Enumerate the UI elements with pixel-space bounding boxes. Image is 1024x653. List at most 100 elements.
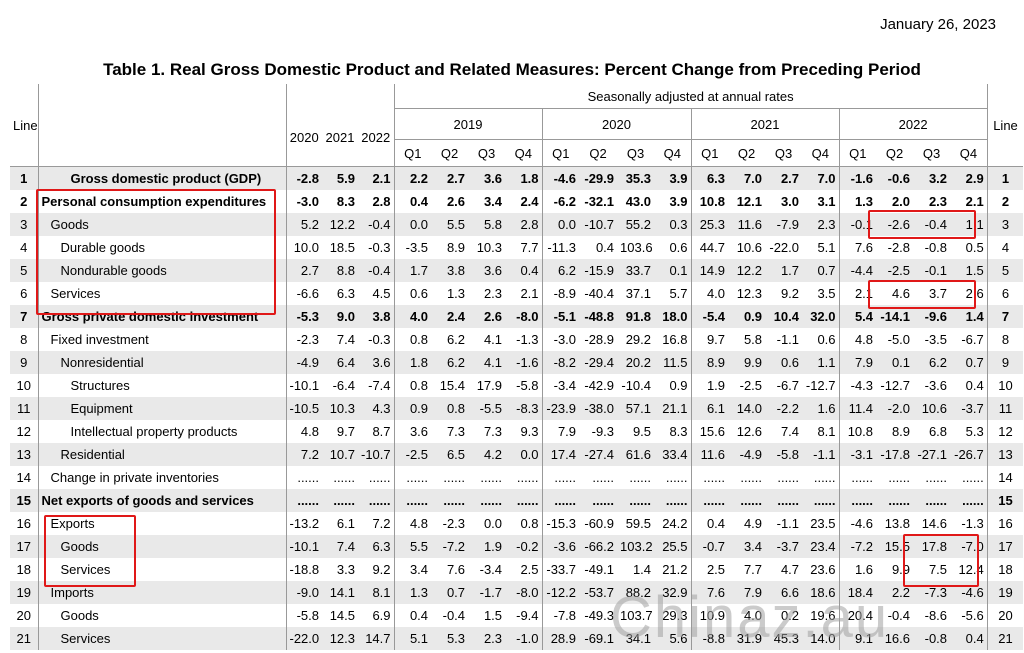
value-cell: -5.6: [961, 607, 984, 623]
value-cell: 33.7: [625, 262, 652, 278]
release-date: January 26, 2023: [880, 16, 996, 33]
value-cell: 12.4: [958, 561, 984, 577]
value-cell: 2.0: [891, 193, 911, 209]
line-number: 14: [16, 469, 31, 485]
value-cell: 2.5: [690, 557, 729, 581]
value-cell: -2.3: [442, 515, 466, 531]
value-cell: 0.6: [393, 281, 432, 305]
value-cell: 9.7: [690, 327, 729, 351]
value-cell: -15.3: [541, 511, 580, 535]
value-cell: 25.3: [690, 212, 729, 236]
value-cell: -8.2: [541, 350, 580, 374]
line-number-right: 2: [986, 189, 1024, 213]
value-cell: 103.7: [620, 607, 653, 623]
line-number-right: 1: [986, 166, 1024, 190]
value-cell: 0.8: [393, 373, 432, 397]
value-cell: 9.2: [372, 561, 391, 577]
value-cell: ......: [393, 465, 432, 489]
row-label: Services: [37, 281, 286, 305]
value-cell: 1.7: [780, 262, 800, 278]
value-cell: 0.6: [817, 331, 836, 347]
value-cell: 6.4: [336, 354, 355, 370]
value-cell: 12.3: [329, 630, 355, 646]
line-number-right: 10: [986, 373, 1024, 397]
quarter-header: Q2: [431, 139, 469, 167]
value-cell: 2.8: [372, 193, 391, 209]
table-row: 8 Fixed investment -2.3 7.4 -0.3 0.8 6.2 4.1 -1.…: [10, 327, 1024, 351]
value-cell: 7.2: [372, 515, 391, 531]
value-cell: -0.7: [690, 534, 729, 558]
value-cell: -49.3: [584, 607, 615, 623]
line-number-right: 19: [986, 580, 1024, 604]
row-label: Imports: [37, 580, 286, 604]
value-cell: -0.1: [838, 212, 877, 236]
value-cell: 1.9: [690, 373, 729, 397]
line-number: 8: [20, 331, 28, 347]
value-cell: 14.0: [736, 400, 763, 416]
value-cell: 0.0: [520, 446, 539, 462]
value-cell: 16.6: [884, 630, 911, 646]
value-cell: -7.2: [838, 534, 877, 558]
value-cell: 6.2: [446, 331, 466, 347]
value-cell: 12.2: [329, 216, 355, 232]
value-cell: -48.8: [584, 308, 615, 324]
line-number: 16: [16, 515, 31, 531]
value-cell: 0.4: [595, 239, 615, 255]
quarter-header: Q2: [579, 139, 618, 167]
quarter-header: Q1: [690, 139, 729, 167]
quarter-header: Q1: [838, 139, 877, 167]
value-cell: 10.7: [329, 446, 355, 462]
value-cell: -12.2: [541, 580, 580, 604]
value-cell: -22.0: [285, 626, 322, 650]
value-cell: 7.5: [928, 561, 948, 577]
value-cell: 5.6: [669, 630, 688, 646]
line-number: 1: [20, 170, 28, 186]
value-cell: 5.3: [965, 423, 984, 439]
value-cell: 2.1: [372, 170, 391, 186]
value-cell: 18.4: [838, 580, 877, 604]
value-cell: ......: [888, 492, 911, 508]
value-cell: -0.4: [924, 216, 948, 232]
value-cell: 3.1: [817, 193, 836, 209]
value-cell: 7.3: [446, 423, 466, 439]
value-cell: 3.3: [336, 561, 355, 577]
row-label: Services: [37, 557, 286, 581]
value-cell: 31.9: [736, 630, 763, 646]
value-cell: 7.2: [285, 442, 322, 466]
line-number-right: 9: [986, 350, 1024, 374]
value-cell: -1.0: [516, 630, 539, 646]
line-number: 18: [16, 561, 31, 577]
value-cell: -3.5: [924, 331, 948, 347]
quarter-header: Q4: [802, 139, 840, 167]
value-cell: 23.5: [810, 515, 836, 531]
line-number-right: 18: [986, 557, 1024, 581]
table-title: Table 1. Real Gross Domestic Product and…: [103, 60, 921, 79]
table-row: 21 Services -22.0 12.3 14.7 5.1 5.3 2.3 -1.0 28.9…: [10, 626, 1024, 650]
line-number-right: 20: [986, 603, 1024, 627]
line-number: 19: [16, 584, 31, 600]
value-cell: ......: [740, 469, 763, 485]
value-cell: 3.9: [669, 170, 688, 186]
value-cell: ......: [888, 469, 911, 485]
value-cell: 1.5: [483, 607, 503, 623]
value-cell: -2.6: [887, 216, 911, 232]
value-cell: -29.4: [584, 354, 615, 370]
value-cell: 0.0: [393, 212, 432, 236]
table-row: 13 Residential 7.2 10.7 -10.7 -2.5 6.5 4.2 0.0 17…: [10, 442, 1024, 466]
value-cell: 5.9: [336, 170, 355, 186]
quarter-header: Q4: [654, 139, 692, 167]
value-cell: 0.8: [446, 400, 466, 416]
value-cell: 6.2: [928, 354, 948, 370]
value-cell: -4.9: [285, 350, 322, 374]
value-cell: -5.4: [690, 304, 729, 328]
value-cell: -5.8: [776, 446, 800, 462]
value-cell: -2.3: [285, 327, 322, 351]
value-cell: 2.2: [393, 166, 432, 190]
value-cell: ......: [777, 469, 800, 485]
line-number: 21: [16, 630, 31, 646]
line-number-right: 11: [986, 396, 1024, 420]
line-number: 2: [20, 193, 28, 209]
table-row: 5 Nondurable goods 2.7 8.8 -0.4 1.7 3.8 3.6 0.4 6…: [10, 258, 1024, 282]
value-cell: 10.0: [285, 235, 322, 259]
value-cell: 32.0: [810, 308, 836, 324]
